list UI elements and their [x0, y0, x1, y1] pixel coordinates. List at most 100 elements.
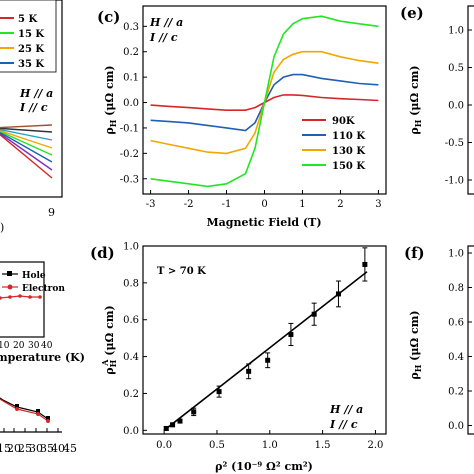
x-tick-label: 0.0: [156, 440, 172, 451]
panel-a-legend: 5 K 15 K 25 K 35 K: [0, 14, 44, 70]
panel-a-xtick-9: 9: [48, 206, 55, 219]
x-tick-label: 1: [299, 199, 305, 210]
y-tick-label: -0.5: [445, 138, 464, 149]
hole-marker: [7, 271, 12, 276]
series-line-150k: [150, 15, 379, 188]
y-tick-label: 0.2: [123, 47, 139, 58]
panel-c: (c) H // a I // c -3 -2 -1 0 1 2 3 -0.3 -0.2 -0.1…: [97, 5, 387, 229]
data-point: [265, 357, 271, 363]
field-curve: [0, 128, 53, 141]
field-curve: [0, 132, 53, 171]
y-tick-label: -0.3: [120, 174, 139, 185]
data-point: [191, 409, 197, 415]
field-curve: [0, 130, 53, 156]
panel-c-axes: -3 -2 -1 0 1 2 3 -0.3 -0.2 -0.1 0.0 0.1 0.2 0.3: [120, 22, 382, 210]
data-point: [177, 418, 183, 424]
data-point: [163, 425, 169, 431]
x-tick-label: -1: [222, 199, 232, 210]
series-line-110k: [150, 73, 379, 132]
panel-d-data: [163, 247, 368, 431]
panel-a-current-dir: I // c: [19, 101, 48, 114]
x-tick-label: 1.5: [315, 440, 331, 451]
x-tick-label: 1.0: [262, 440, 278, 451]
y-tick-label: 1.0: [448, 26, 464, 37]
panel-c-series: [150, 15, 379, 188]
y-tick-label: 0.0: [123, 98, 139, 109]
y-tick-label: -1.0: [445, 176, 464, 187]
panel-a-field-dir: H // a: [19, 87, 53, 100]
field-curve: [0, 124, 53, 129]
legend-hole: Hole: [22, 271, 46, 281]
x-tick-label: 25: [18, 442, 32, 455]
legend-label: 15 K: [18, 29, 44, 40]
panel-d-condition: T > 70 K: [157, 266, 206, 277]
panel-d: (d) T > 70 K 0.0 0.5 1.0 1.5 2.0 0.0 0.2 0.4 0.6…: [90, 242, 387, 473]
y-tick-label: 0.5: [448, 63, 464, 74]
y-tick-label: -0.1: [120, 123, 139, 134]
series-line-90k: [150, 94, 379, 111]
panel-c-label: (c): [97, 8, 120, 26]
data-point: [246, 368, 252, 374]
field-curve: [0, 129, 53, 149]
x-tick-label: 45: [63, 442, 77, 455]
data-point: [288, 331, 294, 337]
y-tick-label: 0.4: [448, 352, 464, 363]
x-tick-label: 20: [7, 442, 21, 455]
panel-a-curves: [0, 124, 53, 179]
y-tick-label: 1.0: [123, 242, 139, 253]
panel-e-fragment: (e) 1.0 0.5 0.0 -0.5 -1.0 ρH (μΩ cm): [400, 4, 474, 195]
panel-e-yaxis: 1.0 0.5 0.0 -0.5 -1.0: [445, 26, 472, 187]
data-point: [170, 422, 176, 428]
inset-xtick: 20: [13, 341, 25, 351]
y-tick-label: 0.0: [448, 421, 464, 432]
panel-a-fragment: 5 K 15 K 25 K 35 K H // a I // c 9 ): [0, 0, 63, 234]
field-curve: [0, 127, 53, 133]
data-point: [311, 311, 317, 317]
x-tick-label: 2.0: [367, 440, 383, 451]
legend-label: 5 K: [18, 14, 37, 25]
panel-e-ylabel: ρH (μΩ cm): [408, 65, 423, 134]
series-line-130k: [150, 50, 379, 155]
panel-d-ylabel: ρHA (μΩ cm): [100, 305, 118, 374]
panel-c-field-dir: H // a: [149, 16, 183, 29]
panel-f-ylabel: ρH (μΩ cm): [408, 310, 423, 379]
panel-c-ylabel: ρH (μΩ cm): [103, 65, 118, 134]
panel-d-xlabel: ρ² (10⁻⁹ Ω² cm²): [215, 460, 313, 473]
x-tick-label: 0: [261, 199, 267, 210]
panel-f-yaxis: 1.0 0.8 0.6 0.4 0.2 0.0: [448, 249, 472, 432]
y-tick-label: 0.1: [123, 73, 139, 84]
y-tick-label: 1.0: [448, 249, 464, 260]
legend-electron: Electron: [22, 284, 65, 294]
panel-d-label: (d): [90, 244, 115, 262]
y-tick-label: 0.8: [448, 283, 464, 294]
panel-b-fragment: Hole Electron 10 20 30 40 mperature (K) …: [0, 261, 85, 455]
x-tick-label: 35: [40, 442, 54, 455]
x-tick-label: -2: [184, 199, 194, 210]
panel-a-xlabel-fragment: ): [0, 221, 4, 234]
panel-d-axes: 0.0 0.5 1.0 1.5 2.0 0.0 0.2 0.4 0.6 0.8 1.0: [123, 242, 383, 452]
y-tick-label: 0.0: [123, 426, 139, 437]
electron-marker: [7, 284, 13, 290]
legend-label: 35 K: [18, 59, 44, 70]
legend-label: 25 K: [18, 44, 44, 55]
panel-b-xticks: 015202530354045: [0, 428, 77, 455]
data-point: [216, 389, 222, 395]
data-point: [362, 261, 368, 267]
inset-xtick: 30: [28, 341, 40, 351]
x-tick-label: 0: [0, 442, 2, 455]
data-point: [335, 291, 341, 297]
inset-xtick: 40: [41, 341, 53, 351]
y-tick-label: 0.2: [123, 389, 139, 400]
panel-d-plot-area: [142, 245, 387, 435]
x-tick-label: 0.5: [209, 440, 225, 451]
panel-f-label: (f): [404, 244, 425, 262]
y-tick-label: 0.0: [448, 101, 464, 112]
x-tick-label: 2: [337, 199, 343, 210]
inset-xtick: 10: [0, 341, 10, 351]
panel-d-current-dir: I // c: [329, 418, 358, 431]
legend-label: 150 K: [332, 161, 365, 172]
legend-label: 90K: [332, 116, 355, 127]
y-tick-label: 0.4: [123, 352, 139, 363]
x-tick-label: 15: [0, 442, 11, 455]
